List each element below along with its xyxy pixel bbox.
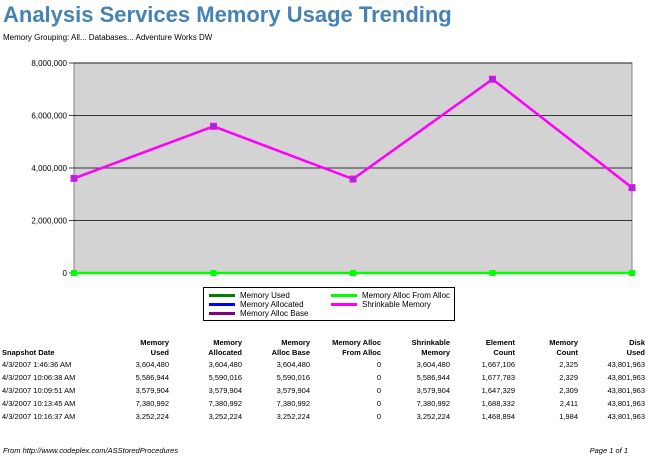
memory-chart: 0 2,000,000 4,000,000 6,000,000 8,000,000: [31, 59, 636, 278]
table-cell: 3,252,224: [135, 412, 169, 421]
legend-label: Memory Used: [240, 291, 290, 300]
table-cell: 5,586,944: [416, 373, 450, 382]
data-table: Snapshot Date Memory Used Memory Allocated Me…: [2, 338, 645, 423]
table-cell: 3,604,480: [135, 360, 169, 369]
data-point: [210, 122, 217, 130]
table-cell: 43,801,963: [607, 373, 645, 382]
y-tick-label: 8,000,000: [31, 59, 67, 68]
table-cell: 43,801,963: [607, 386, 645, 395]
legend-swatch: [331, 303, 357, 306]
table-cell: 7,380,992: [208, 399, 242, 408]
table-cell: 1,468,894: [481, 412, 515, 421]
data-point: [210, 270, 217, 276]
y-tick-label: 2,000,000: [31, 217, 67, 226]
table-cell: 3,604,480: [416, 360, 450, 369]
data-point: [350, 270, 356, 276]
table-cell: 4/3/2007 10:16:37 AM: [2, 412, 76, 421]
column-header: Memory Count: [549, 338, 578, 357]
table-cell: 3,579,904: [208, 386, 242, 395]
page-number: Page 1 of 1: [589, 446, 628, 455]
data-point: [628, 184, 636, 192]
table-cell: 3,604,480: [208, 360, 242, 369]
table-cell: 1,667,106: [481, 360, 515, 369]
table-cell: 2,411: [559, 399, 578, 408]
table-cell: 1,677,783: [481, 373, 515, 382]
table-cell: 4/3/2007 10:09:51 AM: [2, 386, 76, 395]
column-header: Memory Used: [140, 338, 169, 357]
legend-item: Shrinkable Memory: [331, 300, 431, 309]
table-cell: 0: [376, 386, 381, 395]
legend-label: Memory Alloc From Alloc: [362, 291, 451, 300]
legend-swatch: [209, 303, 235, 306]
table-cell: 1,647,329: [481, 386, 515, 395]
data-point: [70, 174, 78, 182]
table-cell: 3,252,224: [208, 412, 242, 421]
table-cell: 2,329: [559, 373, 578, 382]
column-header: Shrinkable Memory: [411, 338, 450, 357]
y-tick-label: 4,000,000: [31, 164, 67, 173]
table-cell: 7,380,992: [416, 399, 450, 408]
y-tick-label: 6,000,000: [31, 112, 67, 121]
table-cell: 5,586,944: [135, 373, 169, 382]
table-cell: 0: [376, 412, 381, 421]
table-cell: 3,579,904: [276, 386, 310, 395]
table-header-row: Snapshot Date Memory Used Memory Allocated Me…: [2, 338, 645, 358]
table-cell: 5,590,016: [276, 373, 310, 382]
legend-label: Shrinkable Memory: [362, 300, 431, 309]
table-cell: 43,801,963: [607, 399, 645, 408]
table-cell: 1,688,332: [481, 399, 515, 408]
y-tick-label: 0: [63, 269, 68, 278]
column-header: Disk Used: [626, 338, 645, 357]
column-header: Memory Alloc From Alloc: [332, 338, 381, 357]
table-cell: 4/3/2007 1:46:36 AM: [2, 360, 72, 369]
table-cell: 4/3/2007 10:06:38 AM: [2, 373, 76, 382]
table-cell: 3,604,480: [276, 360, 310, 369]
table-cell: 4/3/2007 10:13:45 AM: [2, 399, 76, 408]
table-cell: 3,252,224: [276, 412, 310, 421]
table-cell: 3,579,904: [416, 386, 450, 395]
table-cell: 2,309: [559, 386, 578, 395]
table-cell: 3,579,904: [135, 386, 169, 395]
legend-item: Memory Alloc Base: [209, 309, 308, 318]
data-point: [489, 270, 496, 276]
legend-item: Memory Allocated: [209, 300, 304, 309]
table-cell: 2,325: [559, 360, 578, 369]
table-cell: 43,801,963: [607, 412, 645, 421]
data-point: [489, 75, 496, 83]
legend-item: Memory Used: [209, 291, 290, 300]
table-row: 4/3/2007 10:13:45 AM 7,380,992 7,380,992 7,…: [2, 397, 645, 410]
column-header: Snapshot Date: [2, 348, 55, 357]
table-cell: 1,984: [559, 412, 578, 421]
data-point: [71, 270, 77, 276]
table-row: 4/3/2007 1:46:36 AM 3,604,480 3,604,480 3,6…: [2, 358, 645, 371]
legend-label: Memory Alloc Base: [240, 309, 309, 318]
chart-legend: Memory Used Memory Allocated Memory Alloc …: [203, 287, 455, 321]
data-point: [349, 175, 357, 183]
legend-swatch: [331, 294, 357, 297]
column-header: Memory Allocated: [208, 338, 242, 357]
legend-swatch: [209, 294, 235, 297]
column-header: Memory Alloc Base: [271, 338, 310, 357]
table-cell: 0: [376, 399, 381, 408]
table-cell: 43,801,963: [607, 360, 645, 369]
legend-label: Memory Allocated: [240, 300, 304, 309]
table-row: 4/3/2007 10:06:38 AM 5,586,944 5,590,016 5,…: [2, 371, 645, 384]
table-cell: 7,380,992: [276, 399, 310, 408]
report-subtitle: Memory Grouping: All... Databases... Adv…: [3, 33, 213, 42]
table-cell: 0: [376, 360, 381, 369]
table-cell: 3,252,224: [416, 412, 450, 421]
data-point: [629, 270, 635, 276]
table-cell: 5,590,016: [208, 373, 242, 382]
table-cell: 0: [376, 373, 381, 382]
table-row: 4/3/2007 10:16:37 AM 3,252,224 3,252,224 3,…: [2, 410, 645, 423]
report-title: Analysis Services Memory Usage Trending: [3, 2, 452, 27]
source-footer: From http://www.codeplex.com/ASStoredPro…: [3, 446, 179, 455]
legend-item: Memory Alloc From Alloc: [331, 291, 450, 300]
table-cell: 7,380,992: [135, 399, 169, 408]
legend-swatch: [209, 312, 235, 315]
column-header: Element Count: [485, 338, 515, 357]
table-row: 4/3/2007 10:09:51 AM 3,579,904 3,579,904 3,…: [2, 384, 645, 397]
